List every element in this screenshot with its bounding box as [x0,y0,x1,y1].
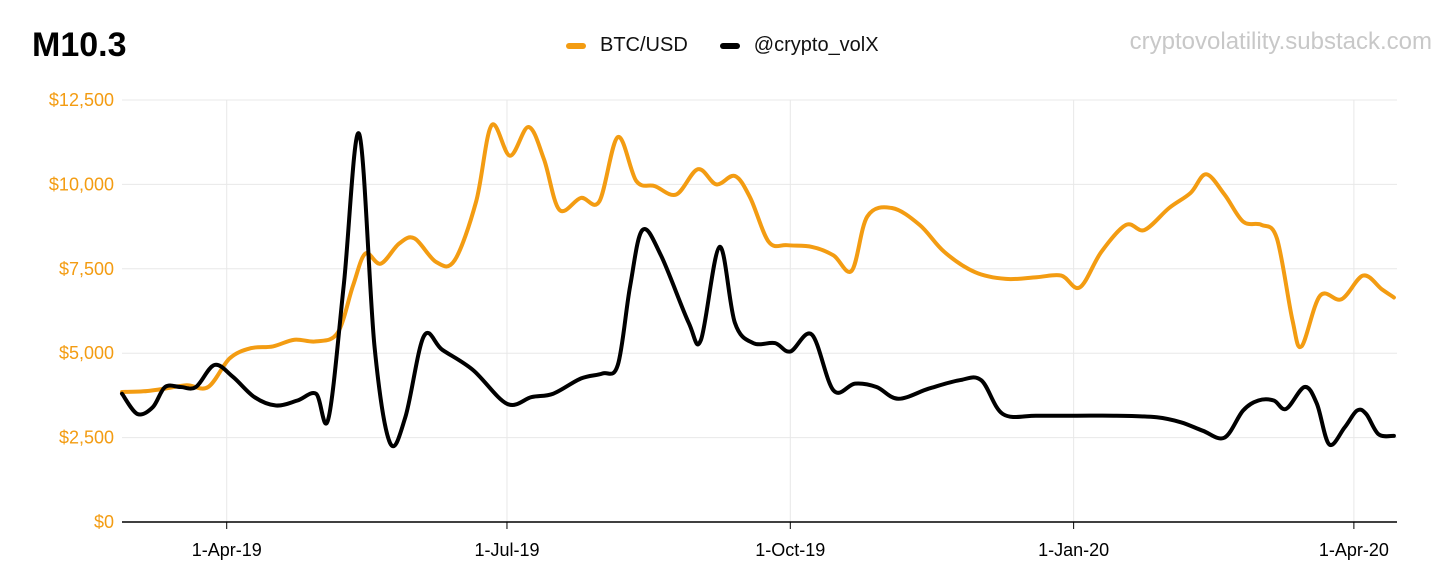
series-line-btc-usd [120,122,1396,394]
y-tick-label: $12,500 [49,90,114,110]
x-tick-label: 1-Jul-19 [474,540,539,560]
chart-title: M10.3 [32,26,127,64]
legend-item-btc: BTC/USD [566,34,688,57]
series-line-crypto-volx [120,131,1396,449]
legend-label-btc: BTC/USD [600,34,688,56]
grid-lines [122,99,1397,522]
x-tick-label: 1-Apr-19 [192,540,262,560]
legend-label-vol: @crypto_volX [753,34,879,56]
legend-swatch-btc [566,42,586,49]
legend: BTC/USD @crypto_volX [566,34,911,57]
y-axis-ticks: $0 $2,500 $5,000 $7,500 $10,000 $12,500 [49,90,114,532]
x-tick-label: 1-Apr-20 [1319,540,1389,560]
series-lines [120,122,1396,449]
legend-swatch-vol [719,42,740,49]
y-tick-label: $0 [94,512,114,532]
legend-item-vol: @crypto_volX [719,34,879,57]
y-tick-label: $10,000 [49,174,114,194]
x-tick-label: 1-Oct-19 [755,540,825,560]
x-tick-label: 1-Jan-20 [1038,540,1109,560]
y-tick-label: $5,000 [59,343,114,363]
x-axis-ticks: 1-Apr-19 1-Jul-19 1-Oct-19 1-Jan-20 1-Apr-20 [192,522,1389,560]
y-tick-label: $2,500 [59,428,114,448]
watermark: cryptovolatility.substack.com [1129,28,1432,55]
y-tick-label: $7,500 [59,259,114,279]
